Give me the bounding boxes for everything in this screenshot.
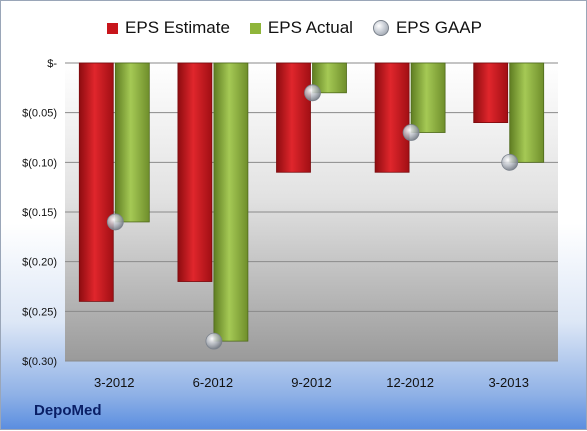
legend-label-eps-gaap: EPS GAAP (395, 18, 482, 37)
y-tick-label: $(0.20) (22, 257, 57, 269)
legend-item-eps-actual: EPS Actual (249, 18, 353, 38)
marker-eps-gaap (205, 332, 223, 350)
marker-eps-gaap (106, 213, 124, 231)
marker-eps-gaap (501, 153, 519, 171)
x-tick-label: 6-2012 (193, 375, 233, 390)
y-tick-label: $(0.25) (22, 306, 57, 318)
bar-eps-actual (410, 62, 446, 133)
legend-marker-eps-gaap (372, 20, 389, 36)
bar-eps-estimate (78, 62, 114, 302)
y-tick-label: $(0.10) (22, 157, 57, 169)
legend-item-eps-estimate: EPS Estimate (107, 18, 230, 38)
legend-label-eps-estimate: EPS Estimate (125, 18, 230, 37)
marker-eps-gaap (402, 124, 420, 141)
x-tick-label: 3-2013 (488, 375, 528, 390)
y-tick-label: $- (47, 58, 57, 70)
bar-eps-actual (114, 62, 150, 223)
bar-eps-actual (509, 62, 545, 163)
x-tick-label: 9-2012 (291, 375, 331, 390)
x-tick-label: 3-2012 (94, 375, 134, 390)
bar-eps-estimate (276, 62, 311, 173)
marker-eps-gaap (304, 84, 321, 102)
y-tick-label: $(0.05) (22, 108, 57, 120)
bar-eps-estimate (473, 62, 509, 123)
company-label: DepoMed (34, 402, 102, 419)
bar-eps-actual (213, 62, 249, 342)
y-tick-label: $(0.15) (22, 207, 57, 219)
bar-eps-estimate (374, 62, 410, 173)
legend-label-eps-actual: EPS Actual (267, 18, 353, 37)
legend-item-eps-gaap: EPS GAAP (372, 18, 482, 38)
bar-eps-estimate (177, 62, 213, 282)
legend: EPS Estimate EPS Actual EPS GAAP (1, 18, 587, 38)
legend-swatch-eps-actual (249, 22, 261, 34)
legend-swatch-eps-estimate (107, 22, 119, 34)
x-tick-label: 12-2012 (386, 375, 434, 390)
y-tick-label: $(0.30) (22, 356, 57, 368)
